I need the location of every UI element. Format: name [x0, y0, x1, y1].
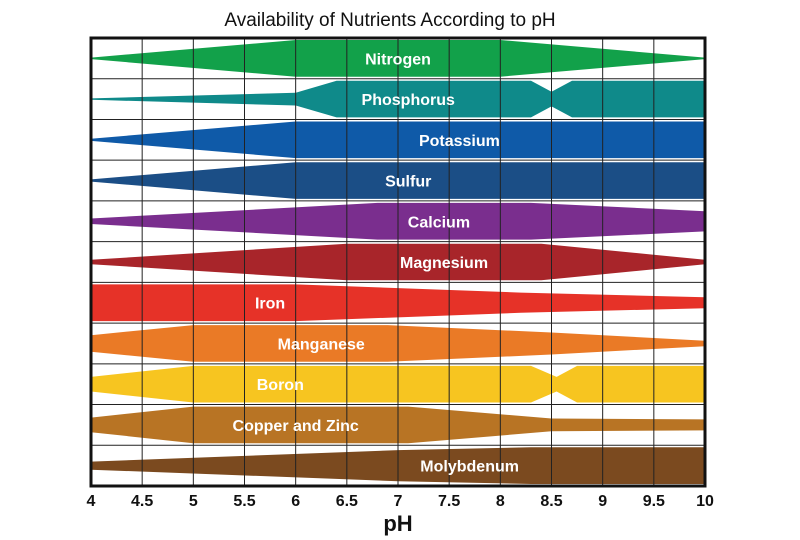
- band-label-nitrogen: Nitrogen: [365, 51, 431, 68]
- x-axis-label: pH: [383, 511, 412, 536]
- band-label-molybdenum: Molybdenum: [420, 459, 519, 476]
- x-tick-labels: 4 4.5 5 5.5 6 6.5 7 7.5 8 8.5 9 9.5 10: [87, 493, 714, 510]
- chart-title: Availability of Nutrients According to p…: [224, 10, 555, 31]
- x-tick-label: 5: [189, 493, 198, 510]
- x-tick-label: 4.5: [131, 493, 153, 510]
- band-label-magnesium: Magnesium: [400, 255, 488, 272]
- band-label-manganese: Manganese: [278, 336, 365, 353]
- x-tick-label: 8.5: [540, 493, 562, 510]
- grid-lines: [91, 38, 705, 486]
- x-tick-label: 4: [87, 493, 96, 510]
- x-tick-label: 5.5: [233, 493, 255, 510]
- band-label-calcium: Calcium: [408, 214, 470, 231]
- x-tick-label: 9: [598, 493, 607, 510]
- x-tick-label: 7: [394, 493, 403, 510]
- band-label-copper-and-zinc: Copper and Zinc: [233, 418, 359, 435]
- band-label-sulfur: Sulfur: [385, 174, 431, 191]
- band-label-phosphorus: Phosphorus: [362, 92, 455, 109]
- x-tick-label: 6: [291, 493, 300, 510]
- band-labels: Nitrogen Phosphorus Potassium Sulfur Calcium…: [233, 51, 519, 475]
- x-tick-label: 10: [696, 493, 714, 510]
- band-label-potassium: Potassium: [419, 133, 500, 150]
- plot-frame: [89, 36, 707, 488]
- band-label-boron: Boron: [257, 377, 304, 394]
- x-tick-label: 7.5: [438, 493, 460, 510]
- x-tick-label: 6.5: [336, 493, 358, 510]
- band-label-iron: Iron: [255, 296, 285, 313]
- x-tick-label: 9.5: [643, 493, 665, 510]
- x-tick-label: 8: [496, 493, 505, 510]
